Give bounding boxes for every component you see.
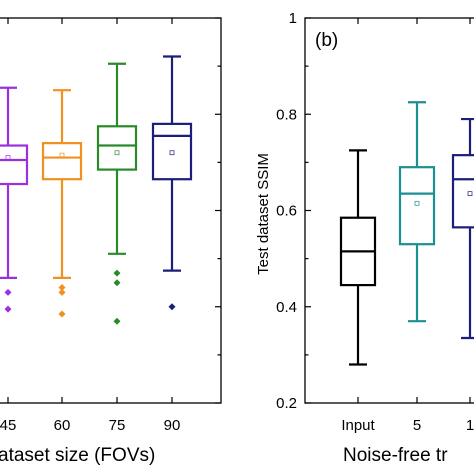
outlier-point [113,317,121,325]
panel-b-label: (b) [315,30,338,51]
iqr-box [0,144,29,186]
mean-marker [5,155,11,160]
outlier-point [58,288,66,296]
panel-b-y-tick-label: 0.2 [276,395,297,412]
panel-a-box-75 [96,62,138,325]
outlier-point [4,305,12,313]
panel-b-y-tick-label: 0.6 [276,203,297,220]
outlier-point [58,310,66,318]
iqr-box [398,166,436,246]
panel-a-box-60 [41,89,83,318]
outlier-point [58,284,66,291]
panel-a: 45 60 75 90 [0,17,222,434]
panel-b-box-5 [398,101,436,323]
mean-marker [169,150,175,156]
panel-b-box-Input [339,149,377,366]
panel-b-x-axis-title: Noise-free tr [343,445,448,466]
panel-a-x-tick-label: 90 [164,417,181,434]
panel-a-x-axis-title: ataset size (FOVs) [0,445,155,466]
panel-a-x-tick-label: 45 [0,417,16,434]
mean-marker [114,150,120,156]
iqr-box [151,122,193,181]
outlier-point [113,269,121,277]
iqr-box [451,154,474,229]
panel-b-y-tick-label: 1 [289,10,297,27]
outlier-point [113,279,121,287]
outlier-point [168,303,176,311]
panel-a-box-90 [151,55,193,311]
panel-a-x-tick-label: 75 [109,417,126,434]
outlier-point [4,288,12,296]
panel-a-box-45 [0,86,29,313]
iqr-box [41,142,83,181]
panel-b-box-1 [451,117,474,340]
panel-b-plot-frame [304,17,474,404]
panel-a-x-tick-label: 60 [54,417,71,434]
panel-b-y-tick-label: 0.4 [276,299,297,316]
panel-b-x-tick-label: 5 [413,417,421,434]
panel-b: 0.2 0.4 0.6 0.8 1 Input 5 1 [276,10,474,434]
mean-marker [467,191,473,197]
iqr-box [96,125,138,171]
panel-b-x-tick-label: 1 [466,417,474,434]
mean-marker [59,152,65,158]
mean-marker [414,200,420,206]
panel-b-y-tick-label: 0.8 [276,106,297,123]
panel-a-plot-frame [0,17,222,404]
panel-b-x-tick-label: Input [341,417,375,434]
panel-b-y-axis-title: Test dataset SSIM [255,153,272,275]
